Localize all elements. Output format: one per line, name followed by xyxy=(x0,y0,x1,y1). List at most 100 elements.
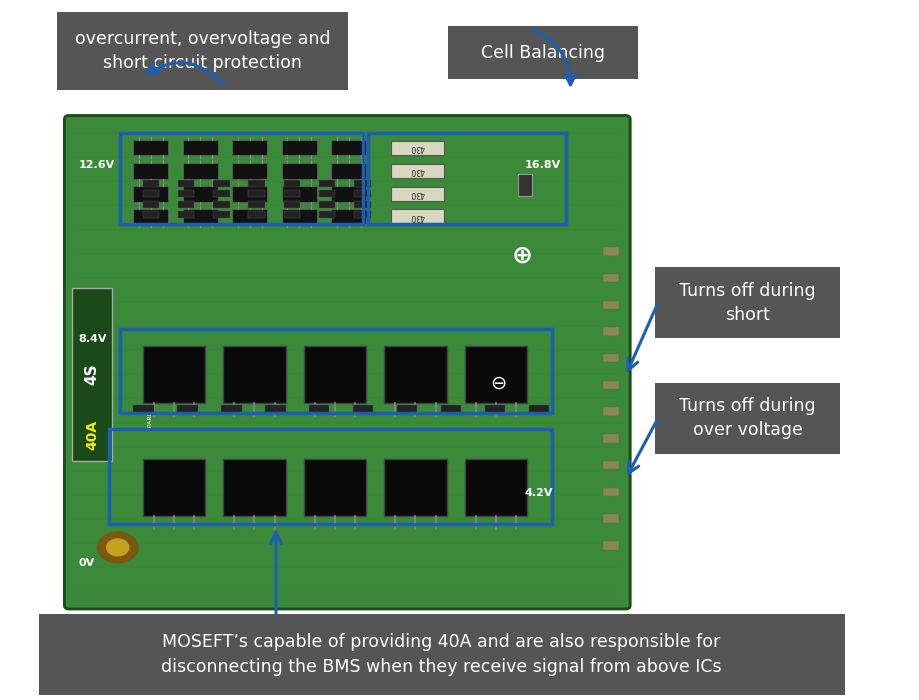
FancyBboxPatch shape xyxy=(602,461,618,469)
FancyBboxPatch shape xyxy=(142,201,159,208)
FancyBboxPatch shape xyxy=(353,405,373,414)
Text: 12.6V: 12.6V xyxy=(78,160,114,169)
FancyBboxPatch shape xyxy=(142,346,205,403)
FancyBboxPatch shape xyxy=(654,267,839,338)
FancyBboxPatch shape xyxy=(319,190,335,197)
FancyBboxPatch shape xyxy=(391,141,444,155)
Text: 8.4V: 8.4V xyxy=(78,335,107,344)
FancyBboxPatch shape xyxy=(133,209,168,224)
FancyBboxPatch shape xyxy=(233,209,267,224)
FancyBboxPatch shape xyxy=(213,201,230,208)
FancyBboxPatch shape xyxy=(223,346,286,403)
FancyBboxPatch shape xyxy=(142,190,159,197)
FancyBboxPatch shape xyxy=(233,186,267,202)
FancyBboxPatch shape xyxy=(354,190,370,197)
FancyBboxPatch shape xyxy=(142,211,159,218)
FancyBboxPatch shape xyxy=(303,458,366,516)
Text: 16.8V: 16.8V xyxy=(524,160,560,169)
FancyBboxPatch shape xyxy=(391,209,444,223)
FancyBboxPatch shape xyxy=(177,211,194,218)
FancyBboxPatch shape xyxy=(440,405,460,414)
FancyBboxPatch shape xyxy=(233,140,267,155)
FancyBboxPatch shape xyxy=(602,247,618,256)
FancyBboxPatch shape xyxy=(654,383,839,454)
FancyBboxPatch shape xyxy=(39,614,844,695)
FancyBboxPatch shape xyxy=(602,514,618,523)
FancyBboxPatch shape xyxy=(133,163,168,179)
FancyBboxPatch shape xyxy=(602,274,618,282)
FancyBboxPatch shape xyxy=(397,405,417,414)
FancyBboxPatch shape xyxy=(528,405,549,414)
FancyBboxPatch shape xyxy=(223,458,286,516)
Text: 0V: 0V xyxy=(78,559,95,568)
FancyBboxPatch shape xyxy=(142,458,205,516)
FancyBboxPatch shape xyxy=(484,405,505,414)
Text: 430: 430 xyxy=(410,190,425,198)
FancyBboxPatch shape xyxy=(281,140,316,155)
FancyBboxPatch shape xyxy=(283,211,300,218)
FancyBboxPatch shape xyxy=(177,201,194,208)
Bar xyxy=(119,329,551,413)
Text: 4.2V: 4.2V xyxy=(524,489,552,498)
FancyBboxPatch shape xyxy=(391,187,444,201)
FancyBboxPatch shape xyxy=(133,186,168,202)
FancyBboxPatch shape xyxy=(281,186,316,202)
FancyBboxPatch shape xyxy=(602,434,618,442)
FancyBboxPatch shape xyxy=(64,116,630,609)
FancyBboxPatch shape xyxy=(183,209,218,224)
FancyBboxPatch shape xyxy=(354,201,370,208)
FancyBboxPatch shape xyxy=(177,190,194,197)
FancyBboxPatch shape xyxy=(602,407,618,416)
FancyBboxPatch shape xyxy=(133,140,168,155)
Bar xyxy=(119,133,363,224)
FancyBboxPatch shape xyxy=(248,190,265,197)
FancyBboxPatch shape xyxy=(183,186,218,202)
FancyBboxPatch shape xyxy=(319,211,335,218)
Circle shape xyxy=(107,539,129,556)
Text: ⊖: ⊖ xyxy=(490,374,506,393)
FancyBboxPatch shape xyxy=(319,201,335,208)
FancyBboxPatch shape xyxy=(233,163,267,179)
FancyBboxPatch shape xyxy=(213,190,230,197)
FancyBboxPatch shape xyxy=(602,541,618,550)
FancyBboxPatch shape xyxy=(448,26,637,79)
FancyBboxPatch shape xyxy=(384,346,447,403)
FancyBboxPatch shape xyxy=(221,405,242,414)
Text: MOSEFT’s capable of providing 40A and are also responsible for
disconnecting the: MOSEFT’s capable of providing 40A and ar… xyxy=(161,633,721,676)
FancyBboxPatch shape xyxy=(281,209,316,224)
FancyBboxPatch shape xyxy=(142,180,159,187)
Text: 430: 430 xyxy=(410,167,425,175)
FancyBboxPatch shape xyxy=(331,186,366,202)
FancyBboxPatch shape xyxy=(248,180,265,187)
Text: SPARE: SPARE xyxy=(147,410,153,430)
FancyBboxPatch shape xyxy=(391,164,444,178)
Bar xyxy=(368,133,565,224)
FancyBboxPatch shape xyxy=(283,190,300,197)
FancyBboxPatch shape xyxy=(183,140,218,155)
FancyBboxPatch shape xyxy=(281,163,316,179)
FancyBboxPatch shape xyxy=(602,300,618,309)
FancyBboxPatch shape xyxy=(283,201,300,208)
FancyBboxPatch shape xyxy=(133,405,153,414)
FancyBboxPatch shape xyxy=(213,180,230,187)
FancyBboxPatch shape xyxy=(602,488,618,496)
FancyBboxPatch shape xyxy=(517,174,531,196)
FancyBboxPatch shape xyxy=(464,346,527,403)
Bar xyxy=(108,429,551,524)
Text: Cell Balancing: Cell Balancing xyxy=(481,43,604,62)
Text: 430: 430 xyxy=(410,144,425,152)
FancyBboxPatch shape xyxy=(384,458,447,516)
Text: overcurrent, overvoltage and
short circuit protection: overcurrent, overvoltage and short circu… xyxy=(74,30,330,71)
Circle shape xyxy=(97,532,138,563)
FancyBboxPatch shape xyxy=(354,211,370,218)
Text: 40A: 40A xyxy=(85,420,99,450)
FancyBboxPatch shape xyxy=(248,211,265,218)
FancyBboxPatch shape xyxy=(283,180,300,187)
FancyBboxPatch shape xyxy=(464,458,527,516)
FancyBboxPatch shape xyxy=(265,405,285,414)
FancyBboxPatch shape xyxy=(331,163,366,179)
FancyBboxPatch shape xyxy=(57,12,347,90)
FancyBboxPatch shape xyxy=(331,140,366,155)
FancyBboxPatch shape xyxy=(602,381,618,389)
FancyBboxPatch shape xyxy=(183,163,218,179)
